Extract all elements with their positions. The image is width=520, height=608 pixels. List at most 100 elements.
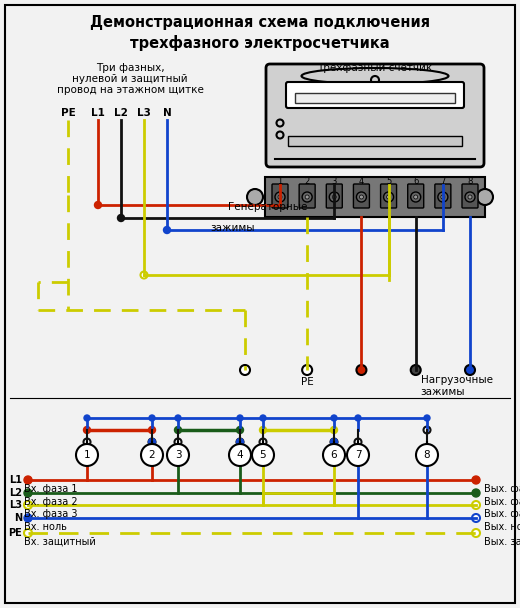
Circle shape bbox=[472, 529, 480, 537]
Text: 1: 1 bbox=[277, 178, 283, 187]
Bar bbox=[265, 177, 485, 217]
FancyBboxPatch shape bbox=[299, 184, 315, 208]
Circle shape bbox=[472, 489, 480, 497]
Bar bbox=[295, 93, 455, 103]
Text: Вх. фаза 1: Вх. фаза 1 bbox=[24, 484, 77, 494]
Circle shape bbox=[277, 120, 283, 126]
Text: Демонстрационная схема подключения: Демонстрационная схема подключения bbox=[90, 15, 430, 30]
Text: 6: 6 bbox=[331, 450, 337, 460]
Circle shape bbox=[472, 514, 480, 522]
Circle shape bbox=[252, 444, 274, 466]
Text: 5: 5 bbox=[386, 178, 391, 187]
Text: L3: L3 bbox=[137, 108, 151, 118]
Circle shape bbox=[465, 365, 475, 375]
Circle shape bbox=[84, 415, 90, 421]
Circle shape bbox=[237, 438, 243, 446]
Text: Вх. защитный: Вх. защитный bbox=[24, 537, 96, 547]
Circle shape bbox=[468, 195, 472, 199]
Circle shape bbox=[237, 426, 243, 434]
Text: L1: L1 bbox=[91, 108, 105, 118]
Circle shape bbox=[384, 192, 394, 202]
Circle shape bbox=[472, 501, 480, 509]
Text: провод на этажном щитке: провод на этажном щитке bbox=[57, 85, 203, 95]
Text: 8: 8 bbox=[467, 178, 473, 187]
Circle shape bbox=[411, 365, 421, 375]
Circle shape bbox=[472, 476, 480, 484]
Circle shape bbox=[24, 529, 32, 537]
Circle shape bbox=[175, 438, 181, 446]
Circle shape bbox=[229, 444, 251, 466]
Circle shape bbox=[84, 438, 90, 446]
Text: Трехфазный счетчик: Трехфазный счетчик bbox=[317, 63, 433, 73]
Circle shape bbox=[259, 438, 267, 446]
Ellipse shape bbox=[302, 68, 448, 84]
Text: Три фазных,: Три фазных, bbox=[96, 63, 164, 73]
Circle shape bbox=[118, 215, 124, 221]
Circle shape bbox=[386, 195, 391, 199]
Text: Нагрузочные: Нагрузочные bbox=[421, 375, 493, 385]
Circle shape bbox=[237, 438, 243, 446]
Circle shape bbox=[329, 192, 339, 202]
Circle shape bbox=[24, 514, 32, 522]
Text: 4: 4 bbox=[237, 450, 243, 460]
Text: Вх. фаза 3: Вх. фаза 3 bbox=[24, 509, 77, 519]
Circle shape bbox=[149, 438, 155, 446]
Text: трехфазного электросчетчика: трехфазного электросчетчика bbox=[130, 35, 390, 51]
FancyBboxPatch shape bbox=[408, 184, 424, 208]
FancyBboxPatch shape bbox=[354, 184, 369, 208]
Circle shape bbox=[24, 476, 32, 484]
Text: 6: 6 bbox=[413, 178, 419, 187]
Bar bbox=[288, 136, 462, 146]
Text: PE: PE bbox=[8, 528, 22, 538]
Circle shape bbox=[240, 365, 250, 375]
Circle shape bbox=[278, 195, 282, 199]
Text: 3: 3 bbox=[332, 178, 337, 187]
Circle shape bbox=[414, 195, 418, 199]
FancyBboxPatch shape bbox=[326, 184, 342, 208]
Circle shape bbox=[24, 489, 32, 497]
Circle shape bbox=[167, 444, 189, 466]
Circle shape bbox=[175, 415, 181, 421]
Text: Вых. фаза 1: Вых. фаза 1 bbox=[484, 484, 520, 494]
Text: PE: PE bbox=[61, 108, 75, 118]
Circle shape bbox=[247, 189, 263, 205]
Circle shape bbox=[331, 426, 337, 434]
Circle shape bbox=[76, 444, 98, 466]
Text: L2: L2 bbox=[9, 488, 22, 498]
Circle shape bbox=[332, 195, 336, 199]
Text: 7: 7 bbox=[440, 178, 446, 187]
Text: Вых. фаза 3: Вых. фаза 3 bbox=[484, 509, 520, 519]
Text: N: N bbox=[14, 513, 22, 523]
Circle shape bbox=[331, 438, 337, 446]
Text: Вых. защитный: Вых. защитный bbox=[484, 537, 520, 547]
Text: L3: L3 bbox=[9, 500, 22, 510]
Circle shape bbox=[149, 426, 155, 434]
Circle shape bbox=[424, 415, 430, 421]
Circle shape bbox=[347, 444, 369, 466]
Text: N: N bbox=[163, 108, 172, 118]
Circle shape bbox=[275, 192, 285, 202]
Circle shape bbox=[84, 426, 90, 434]
Circle shape bbox=[416, 444, 438, 466]
Circle shape bbox=[355, 415, 361, 421]
Circle shape bbox=[331, 438, 337, 446]
Text: зажимы: зажимы bbox=[210, 223, 254, 233]
Circle shape bbox=[163, 227, 171, 233]
Circle shape bbox=[355, 438, 361, 446]
FancyBboxPatch shape bbox=[435, 184, 451, 208]
Circle shape bbox=[371, 76, 379, 84]
Circle shape bbox=[423, 426, 431, 434]
Circle shape bbox=[465, 192, 475, 202]
Text: 4: 4 bbox=[359, 178, 364, 187]
Circle shape bbox=[305, 195, 309, 199]
Text: 2: 2 bbox=[149, 450, 155, 460]
Circle shape bbox=[95, 201, 101, 209]
Text: L2: L2 bbox=[114, 108, 128, 118]
Text: зажимы: зажимы bbox=[421, 387, 465, 397]
Text: 8: 8 bbox=[424, 450, 431, 460]
Text: Вх. фаза 2: Вх. фаза 2 bbox=[24, 497, 77, 507]
Circle shape bbox=[359, 195, 363, 199]
Text: Вх. ноль: Вх. ноль bbox=[24, 522, 67, 532]
Text: 3: 3 bbox=[175, 450, 181, 460]
Text: 1: 1 bbox=[84, 450, 90, 460]
